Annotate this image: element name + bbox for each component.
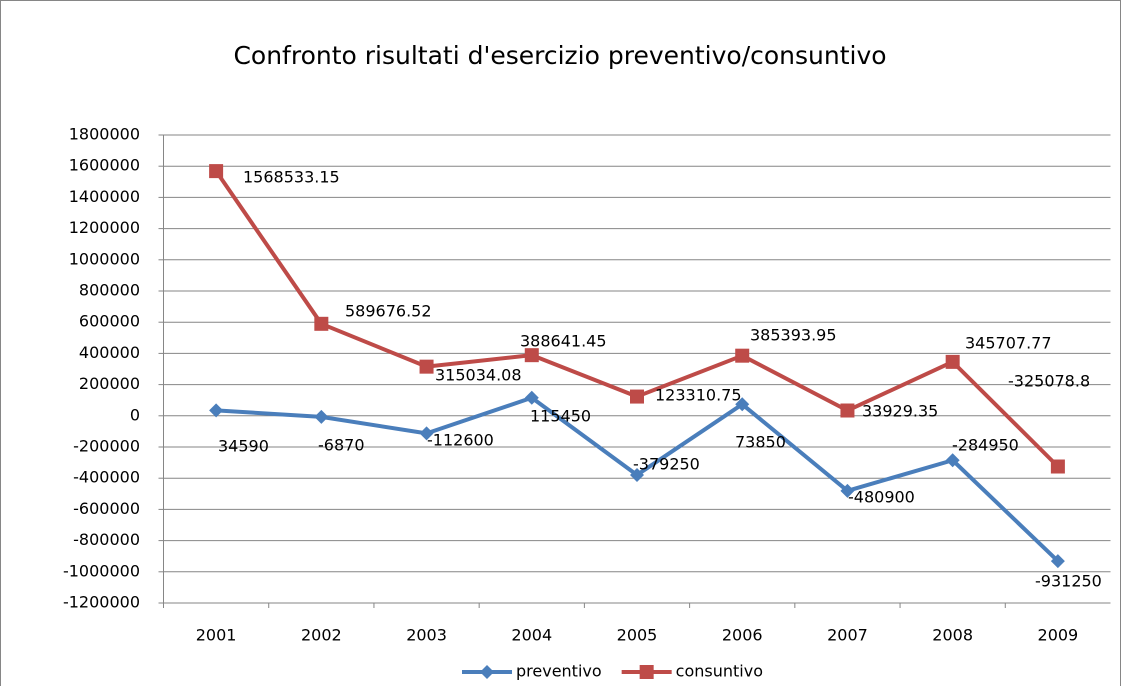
data-point [1050,459,1065,474]
x-tick-label: 2005 [617,626,658,645]
data-label: -325078.8 [1008,372,1090,391]
data-label: -379250 [633,455,700,474]
data-label: 589676.52 [345,302,432,321]
data-point [945,453,960,468]
data-label: -931250 [1035,572,1102,591]
legend-marker [639,665,654,679]
data-label: 115450 [530,407,591,426]
x-tick-label: 2004 [511,626,552,645]
data-point [735,348,750,363]
y-tick-label: 1400000 [69,187,140,206]
data-label: -480900 [848,488,915,507]
data-label: 123310.75 [655,386,742,405]
data-label: -284950 [952,436,1019,455]
x-tick-label: 2007 [827,626,868,645]
data-label: 1568533.15 [243,168,340,187]
data-point [419,359,434,374]
data-point [840,483,855,498]
y-tick-label: -400000 [73,468,140,487]
data-point [209,164,224,179]
y-tick-label: 400000 [79,343,140,362]
y-tick-label: -600000 [73,499,140,518]
data-label: 345707.77 [965,334,1052,353]
y-tick-label: 1000000 [69,249,140,268]
chart-title: Confronto risultati d'esercizio preventi… [233,41,886,70]
y-tick-label: 1800000 [69,125,140,144]
data-label: -6870 [318,436,365,455]
x-tick-label: 2002 [301,626,342,645]
x-tick-label: 2003 [406,626,447,645]
x-tick-label: 2009 [1038,626,1079,645]
y-tick-label: 200000 [79,374,140,393]
legend-label: consuntivo [676,662,763,681]
data-point [840,403,855,418]
data-label: 315034.08 [435,366,522,385]
data-point [1050,554,1065,569]
data-point [735,397,750,412]
data-point [945,354,960,369]
y-tick-label: -1200000 [63,593,140,612]
data-point [314,409,329,424]
y-tick-label: 1200000 [69,218,140,237]
data-label: 388641.45 [520,332,607,351]
data-label: 73850 [735,433,786,452]
y-tick-label: -1000000 [63,561,140,580]
y-tick-label: 0 [130,405,140,424]
data-point [419,426,434,441]
x-tick-label: 2006 [722,626,763,645]
data-label: -112600 [427,431,494,450]
data-label: 33929.35 [862,402,938,421]
y-tick-label: -200000 [73,437,140,456]
x-tick-label: 2008 [932,626,973,645]
data-point [314,316,329,331]
y-tick-label: 800000 [79,281,140,300]
data-label: 385393.95 [750,326,837,345]
data-point [630,389,644,404]
data-point [524,348,539,363]
x-tick-label: 2001 [196,626,237,645]
data-label: 34590 [218,437,269,456]
legend-label: preventivo [516,662,602,681]
data-point [630,467,644,482]
y-tick-label: -800000 [73,530,140,549]
legend-marker [480,665,494,679]
data-point [209,403,224,418]
y-tick-label: 600000 [79,312,140,331]
data-point [524,390,539,405]
y-tick-label: 1600000 [69,156,140,175]
